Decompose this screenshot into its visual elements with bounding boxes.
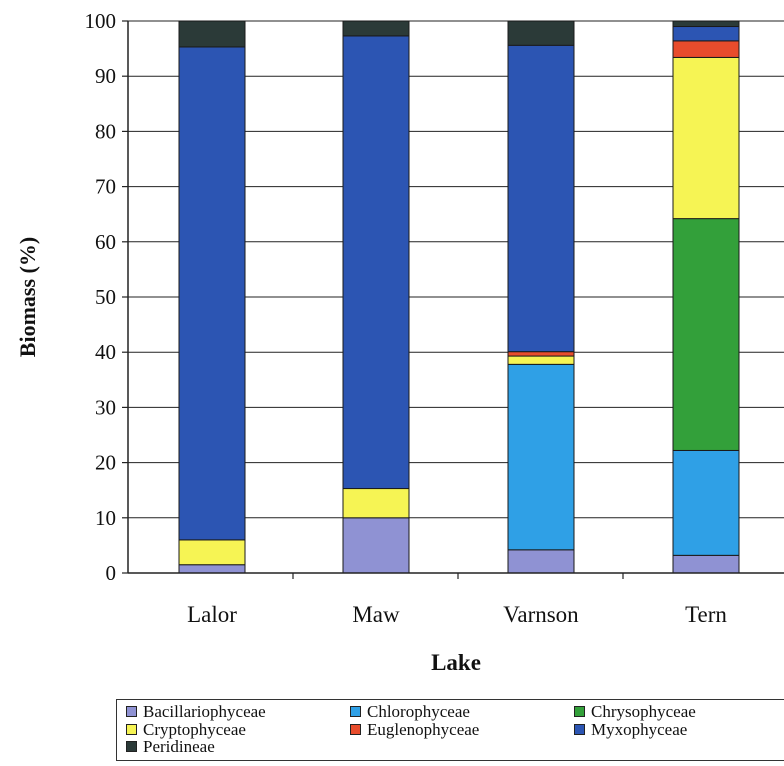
- bar-segment-varnson-euglenophyceae: [507, 351, 575, 357]
- legend-label: Euglenophyceae: [367, 720, 480, 739]
- x-tick-label: Maw: [352, 602, 400, 627]
- legend-swatch: [350, 706, 361, 717]
- y-tick-label: 40: [95, 340, 116, 364]
- y-tick-label: 90: [95, 64, 116, 88]
- bar-segment-tern-bacillariophyceae: [672, 554, 740, 574]
- bar-segment-lalor-myxophyceae: [178, 46, 246, 541]
- legend-item-peridineae: Peridineae: [126, 738, 215, 755]
- bar-segment-maw-peridineae: [342, 20, 410, 37]
- legend-item-bacillariophyceae: Bacillariophyceae: [126, 703, 266, 720]
- legend-label: Bacillariophyceae: [143, 702, 266, 721]
- bar-segment-maw-cryptophyceae: [342, 488, 410, 519]
- y-tick-label: 30: [95, 395, 116, 419]
- bar-segment-tern-peridineae: [672, 20, 740, 28]
- legend-label: Cryptophyceae: [143, 720, 246, 739]
- y-tick-label: 0: [106, 561, 117, 585]
- bar-segment-tern-chlorophyceae: [672, 449, 740, 556]
- legend-swatch: [126, 706, 137, 717]
- legend-label: Chrysophyceae: [591, 702, 696, 721]
- bar-segment-varnson-bacillariophyceae: [507, 549, 575, 574]
- x-tick-label: Tern: [685, 602, 727, 627]
- bar-segment-lalor-cryptophyceae: [178, 539, 246, 566]
- label-layer: 0 10 20 30 40 50 60 70 80 90 100 Lalor Maw Varnson Ter…: [15, 9, 727, 675]
- bar-segment-tern-euglenophyceae: [672, 40, 740, 58]
- bar-segment-varnson-peridineae: [507, 20, 575, 46]
- bar-segment-maw-bacillariophyceae: [342, 517, 410, 574]
- y-tick-label: 80: [95, 119, 116, 143]
- legend-swatch: [574, 706, 585, 717]
- y-tick-label: 60: [95, 230, 116, 254]
- legend-label: Chlorophyceae: [367, 702, 470, 721]
- legend-item-euglenophyceae: Euglenophyceae: [350, 721, 479, 738]
- bar-segment-varnson-cryptophyceae: [507, 355, 575, 365]
- y-tick-label: 20: [95, 451, 116, 475]
- bar-segment-lalor-bacillariophyceae: [178, 564, 246, 574]
- axis-layer: [122, 20, 784, 579]
- bar-segment-tern-chrysophyceae: [672, 218, 740, 451]
- legend-label: Myxophyceae: [591, 720, 688, 739]
- y-axis-title: Biomass (%): [15, 237, 40, 357]
- y-tick-label: 10: [95, 506, 116, 530]
- legend-swatch: [350, 724, 361, 735]
- x-tick-label: Varnson: [503, 602, 579, 627]
- bars-layer: [178, 20, 740, 574]
- bar-segment-tern-myxophyceae: [672, 26, 740, 42]
- legend-item-chlorophyceae: Chlorophyceae: [350, 703, 470, 720]
- bar-segment-varnson-chlorophyceae: [507, 363, 575, 551]
- legend-swatch: [574, 724, 585, 735]
- legend: Bacillariophyceae Chlorophyceae Chrysophyc…: [116, 699, 784, 761]
- y-tick-label: 70: [95, 175, 116, 199]
- bar-segment-tern-cryptophyceae: [672, 56, 740, 220]
- legend-swatch: [126, 724, 137, 735]
- y-tick-label: 50: [95, 285, 116, 309]
- x-tick-label: Lalor: [187, 602, 237, 627]
- legend-label: Peridineae: [143, 737, 215, 756]
- bar-segment-maw-myxophyceae: [342, 35, 410, 490]
- legend-item-cryptophyceae: Cryptophyceae: [126, 721, 246, 738]
- legend-item-myxophyceae: Myxophyceae: [574, 721, 687, 738]
- legend-swatch: [126, 741, 137, 752]
- legend-item-chrysophyceae: Chrysophyceae: [574, 703, 696, 720]
- y-tick-label: 100: [85, 9, 117, 33]
- bar-segment-lalor-peridineae: [178, 20, 246, 48]
- x-axis-title: Lake: [431, 650, 481, 675]
- bar-segment-varnson-myxophyceae: [507, 44, 575, 353]
